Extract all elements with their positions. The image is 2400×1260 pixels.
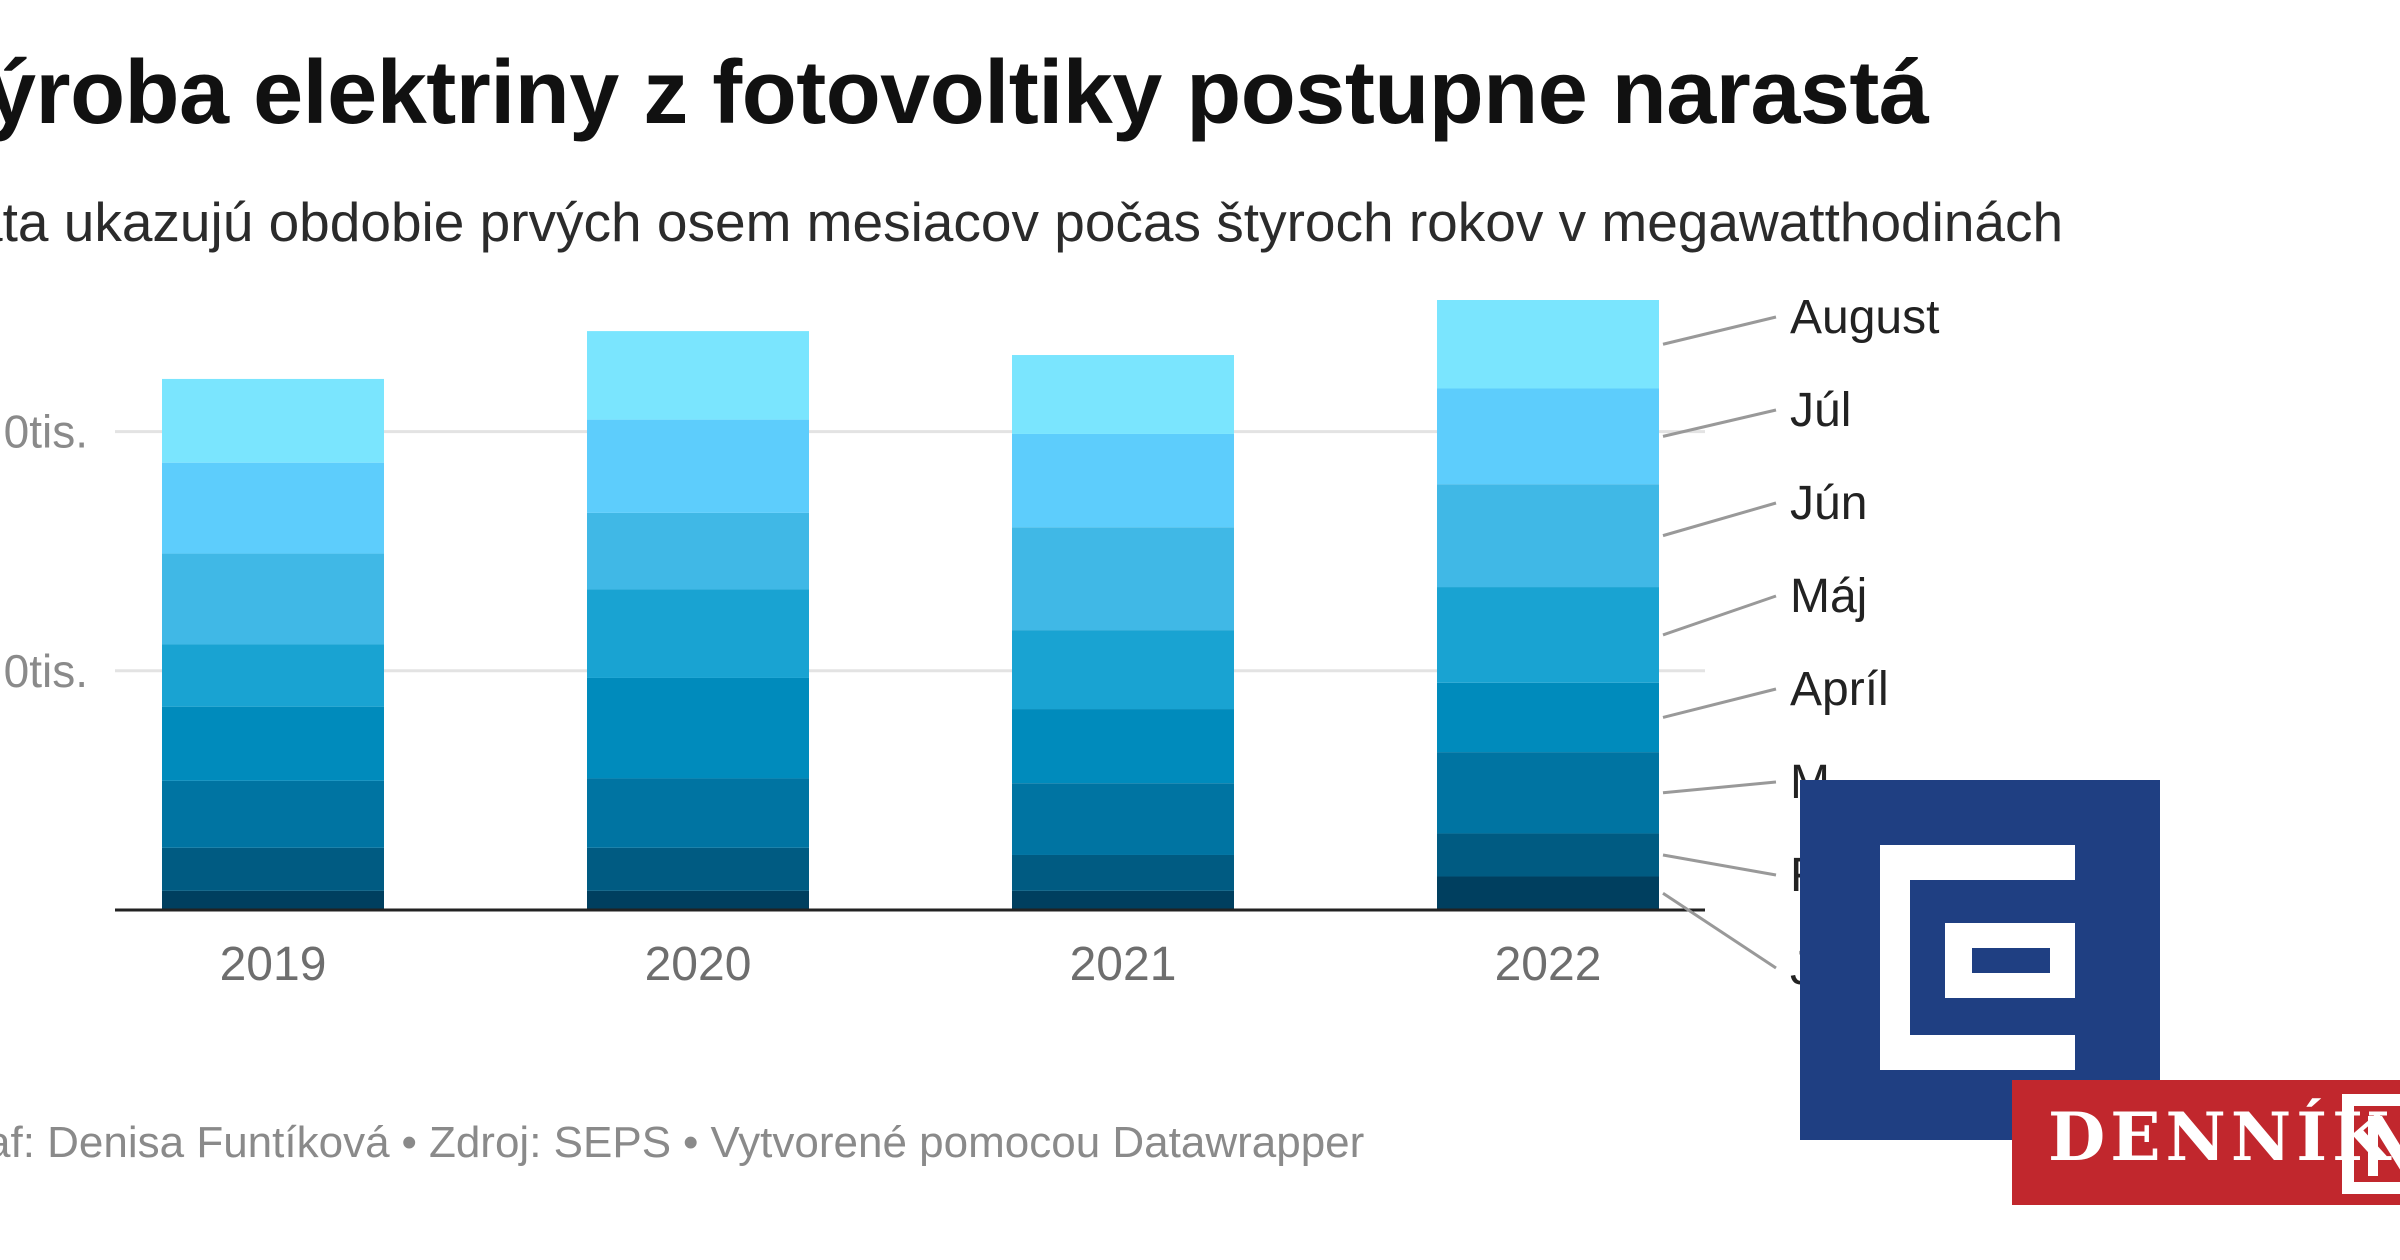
chart-title: ýroba elektriny z fotovoltiky postupne n… [0,43,1929,143]
bar-segment [1437,833,1659,877]
bar-segment [1437,682,1659,753]
bar-segment [162,706,384,781]
bar-segment [1012,433,1234,528]
bar-segment [587,677,809,779]
legend-connector-line [1662,687,1777,719]
footer-tool: Vytvorené pomocou Datawrapper [710,1118,1365,1167]
x-tick-label: 2022 [1495,938,1602,991]
bar-segment [162,780,384,848]
legend-label: Júl [1790,384,1851,437]
legend-connector-line [1662,408,1777,438]
x-tick-label: 2019 [220,938,327,991]
bar-segment [1437,587,1659,683]
bar-segment [162,890,384,910]
bar-segment [587,419,809,513]
legend-label: August [1790,291,1939,344]
bar-segment [1012,527,1234,631]
footer-separator: • [683,1118,699,1167]
bar-segment [587,778,809,848]
brand-name: DENNÍK [2048,1098,2395,1176]
bar-segment [1012,854,1234,891]
chart-subtitle: ata ukazujú obdobie prvých osem mesiacov… [0,191,2064,253]
bar-segment [1012,890,1234,910]
bar-segment [162,847,384,891]
legend-connector-line [1662,853,1777,877]
legend-connector-line [1662,594,1777,637]
legend-connector-line [1662,315,1777,346]
brand-n-icon [2342,1094,2400,1194]
bar-segment [587,331,809,420]
y-tick-label: 0tis. [4,645,88,697]
bar-segment [1012,355,1234,434]
brand-banner: DENNÍK [2012,1080,2400,1205]
legend-connector-line [1662,892,1777,970]
bar-segment [1012,783,1234,855]
bar-segment [1012,709,1234,784]
footer-separator: • [401,1118,417,1167]
footer-source: Zdroj: SEPS [428,1118,672,1167]
legend-label: Jún [1790,477,1867,530]
bar-segment [1437,300,1659,389]
footer-author: af: Denisa Funtíková [0,1118,390,1167]
legend-label: Máj [1790,570,1867,623]
bar-segment [587,512,809,590]
bar-segment [162,462,384,554]
bar-segment [162,378,384,463]
bar-segment [1437,876,1659,910]
brand-logo-e-mark [1880,845,2075,1070]
bar-segment [1012,630,1234,710]
bar-segment [1437,484,1659,588]
x-tick-label: 2020 [645,938,752,991]
chart-footer: af: Denisa Funtíková • Zdroj: SEPS • Vytvore… [0,1118,1364,1168]
legend-label: Apríl [1790,663,1889,716]
bar-segment [1437,388,1659,485]
y-tick-label: 0tis. [4,406,88,458]
x-tick-label: 2021 [1070,938,1177,991]
legend-connector-line [1662,501,1777,538]
bar-segment [162,553,384,645]
legend-connector-line [1662,780,1777,795]
bar-segment [587,589,809,678]
bar-segment [587,847,809,891]
bar-segment [587,890,809,910]
bar-segment [162,644,384,707]
bar-segment [1437,752,1659,834]
